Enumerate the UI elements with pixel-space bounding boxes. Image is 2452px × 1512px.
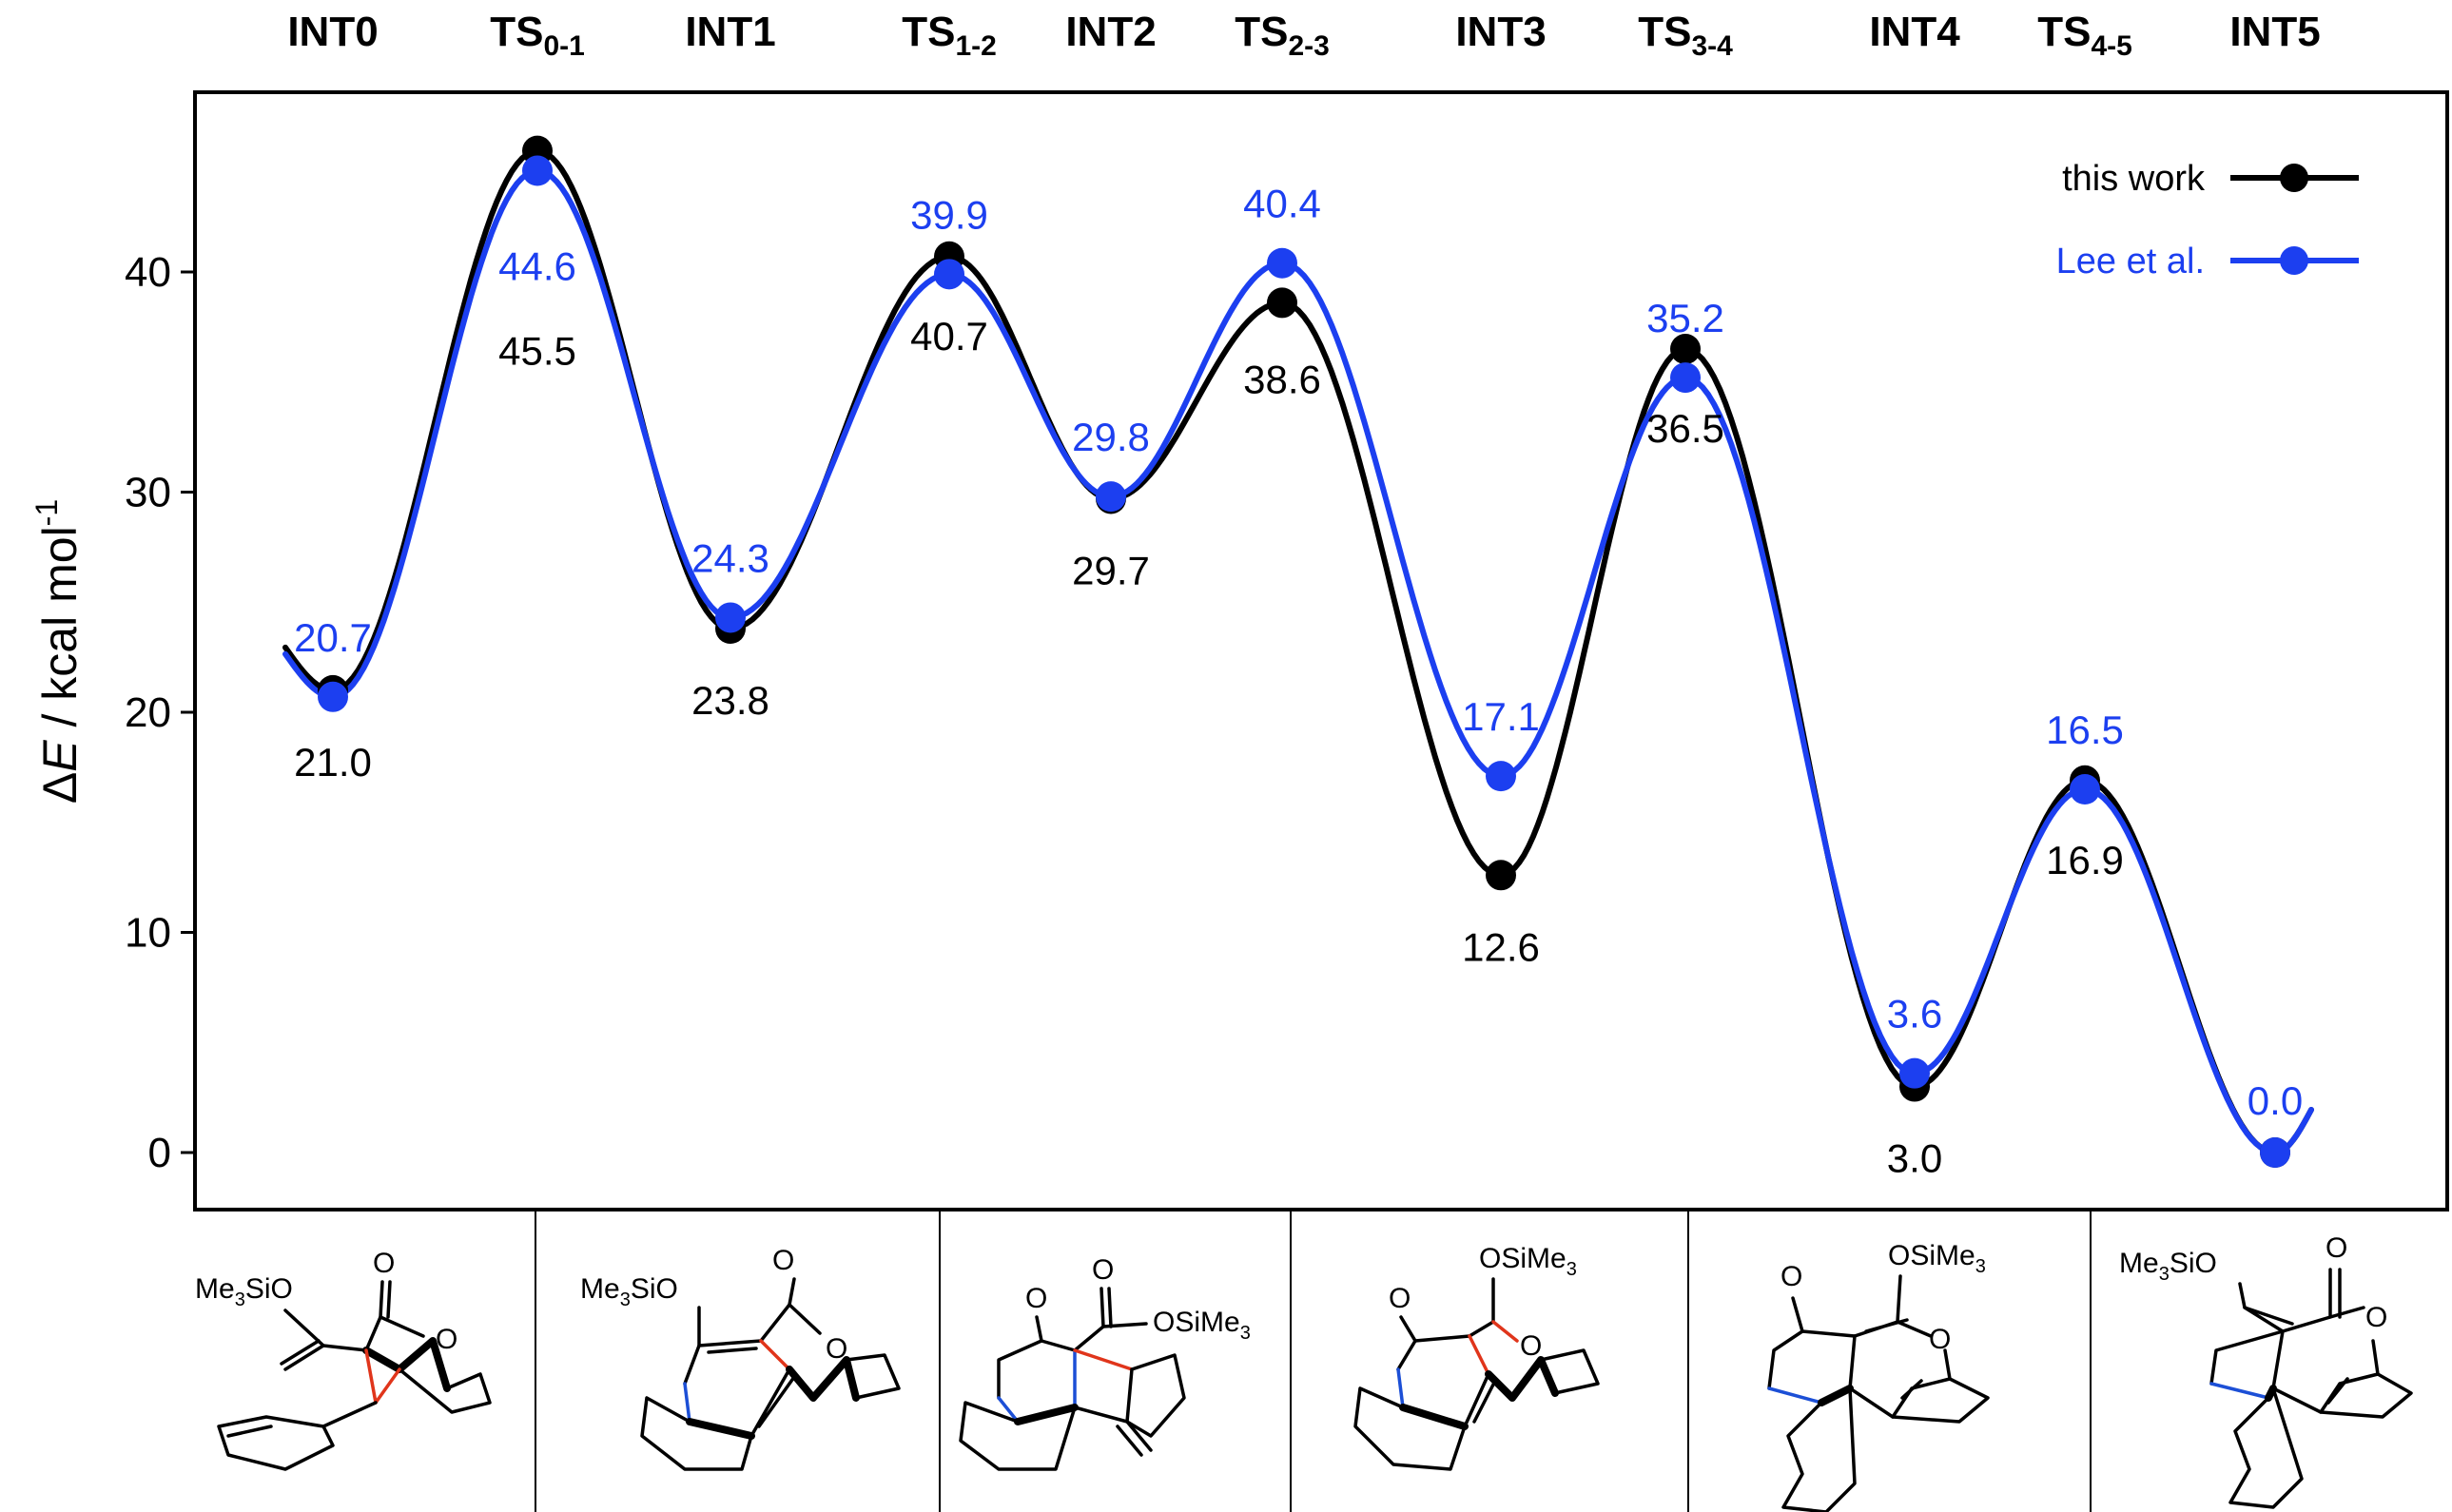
value-label-this-work: 38.6 — [1243, 357, 1321, 401]
svg-text:OSiMe3: OSiMe3 — [1888, 1240, 1986, 1277]
value-label-lee: 3.6 — [1887, 992, 1942, 1037]
curve-lee — [282, 167, 2314, 1155]
structure-int1: Me3SiO O O — [580, 1245, 901, 1471]
stage-label: TS3-4 — [1638, 9, 1733, 62]
svg-text:O: O — [1092, 1254, 1114, 1286]
stage-label: TS2-3 — [1235, 9, 1330, 62]
point-lee — [1486, 761, 1516, 792]
y-tick-label: 30 — [125, 470, 171, 516]
legend-marker-this-work — [2280, 164, 2308, 192]
svg-text:OSiMe3: OSiMe3 — [1479, 1243, 1577, 1280]
point-lee — [934, 259, 964, 290]
value-label-this-work: 29.7 — [1072, 548, 1150, 592]
stage-labels: INT0 TS0-1 INT1 TS1-2 INT2 TS2-3 INT3 TS3-4 INT4… — [287, 9, 2320, 62]
value-label-lee: 17.1 — [1462, 694, 1540, 739]
value-label-lee: 40.4 — [1243, 182, 1321, 226]
structure-int4: OSiMe3 O O — [1767, 1240, 1990, 1512]
point-lee — [1096, 481, 1126, 513]
plot-frame — [193, 90, 2449, 1212]
point-lee — [318, 681, 348, 712]
y-tick-label: 20 — [125, 689, 171, 736]
svg-text:O: O — [1025, 1283, 1047, 1314]
stage-label: INT2 — [1065, 9, 1156, 55]
stage-label: INT1 — [685, 9, 775, 55]
structure-int0: Me3SiO O O — [195, 1248, 492, 1471]
value-label-lee: 44.6 — [498, 244, 576, 289]
point-lee — [2070, 774, 2100, 805]
svg-text:O: O — [373, 1248, 395, 1279]
stage-label: TS4-5 — [2037, 9, 2132, 62]
value-label-lee: 35.2 — [1646, 296, 1724, 340]
y-axis-label: ΔE / kcal mol-1 — [29, 499, 87, 804]
y-tick-label: 40 — [125, 249, 171, 296]
y-tick-label: 10 — [125, 910, 171, 957]
point-lee — [1899, 1057, 1930, 1089]
value-label-this-work: 36.5 — [1646, 406, 1724, 451]
svg-text:Me3SiO: Me3SiO — [195, 1273, 293, 1310]
svg-text:OSiMe3: OSiMe3 — [1153, 1307, 1251, 1344]
structure-int3: OSiMe3 O O — [1353, 1243, 1600, 1471]
svg-text:O: O — [1520, 1330, 1542, 1362]
value-label-this-work: 21.0 — [294, 740, 372, 785]
legend-marker-lee — [2280, 246, 2308, 275]
energy-curves — [282, 147, 2314, 1155]
svg-text:O: O — [2365, 1302, 2387, 1333]
structure-int5: Me3SiO O O — [2119, 1232, 2413, 1509]
svg-text:O: O — [826, 1333, 847, 1365]
svg-text:Me3SiO: Me3SiO — [580, 1273, 678, 1310]
point-lee — [1670, 362, 1701, 394]
stage-label: TS0-1 — [490, 9, 585, 62]
svg-text:O: O — [436, 1324, 457, 1355]
point-lee — [522, 155, 553, 186]
svg-text:O: O — [2326, 1232, 2347, 1264]
stage-label: TS1-2 — [902, 9, 997, 62]
stage-label: INT5 — [2229, 9, 2320, 55]
value-label-lee: 29.8 — [1072, 415, 1150, 459]
legend-entry-this-work: this work — [2062, 159, 2206, 199]
y-tick-label: 0 — [148, 1130, 171, 1176]
svg-text:O: O — [772, 1245, 794, 1276]
point-this-work — [1670, 334, 1701, 365]
value-label-lee: 0.0 — [2248, 1078, 2303, 1123]
point-lee — [1267, 247, 1297, 279]
value-label-this-work: 23.8 — [691, 678, 769, 723]
stage-label: INT0 — [287, 9, 378, 55]
svg-text:O: O — [1929, 1324, 1951, 1355]
legend-entry-lee: Lee et al. — [2056, 242, 2205, 281]
value-label-lee: 24.3 — [691, 535, 769, 580]
stage-label: INT3 — [1455, 9, 1546, 55]
value-label-this-work: 45.5 — [498, 329, 576, 374]
value-labels: 21.0 45.5 23.8 40.7 29.7 38.6 12.6 36.5 3.0 16.9 2… — [294, 182, 2303, 1181]
point-this-work — [1486, 860, 1516, 891]
point-lee — [715, 602, 746, 633]
value-label-this-work: 16.9 — [2046, 838, 2124, 882]
value-label-this-work: 40.7 — [910, 314, 988, 359]
stationary-points — [318, 135, 2290, 1168]
value-label-lee: 16.5 — [2046, 708, 2124, 752]
y-axis-ticks: 0 10 20 30 40 — [125, 249, 195, 1176]
value-label-lee: 39.9 — [910, 192, 988, 237]
value-label-this-work: 12.6 — [1462, 924, 1540, 969]
legend: this work Lee et al. — [2056, 159, 2359, 281]
structure-int2: O O OSiMe3 — [959, 1254, 1251, 1471]
point-this-work — [1267, 287, 1297, 319]
stage-label: INT4 — [1869, 9, 1960, 55]
curve-this-work — [282, 147, 2314, 1155]
svg-text:O: O — [1781, 1261, 1802, 1292]
value-label-this-work: 3.0 — [1887, 1136, 1942, 1181]
point-lee — [2260, 1137, 2290, 1168]
value-label-lee: 20.7 — [294, 615, 372, 660]
svg-text:Me3SiO: Me3SiO — [2119, 1248, 2217, 1285]
structure-dividers — [535, 1212, 2092, 1512]
svg-text:O: O — [1389, 1283, 1411, 1314]
